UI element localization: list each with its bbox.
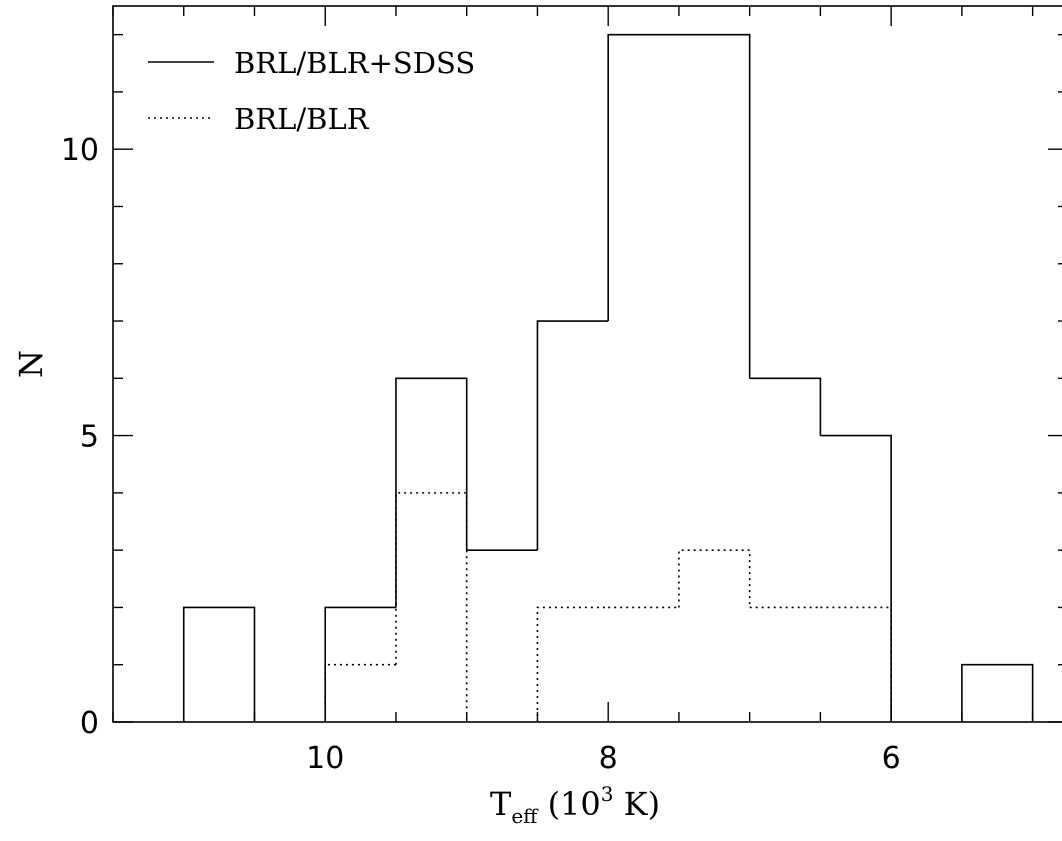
series-brl-blr-sdss	[182, 33, 1034, 722]
x-axis-label-base: T	[490, 785, 512, 823]
histogram-bin	[182, 606, 256, 722]
x-tick-label-10: 10	[306, 741, 344, 776]
histogram-bin	[820, 434, 892, 722]
histogram-series	[182, 33, 1034, 722]
axis-ticks: 10 8 6 0 5 10	[61, 6, 1062, 776]
y-tick-label-10: 10	[61, 133, 99, 168]
histogram-bin	[678, 549, 751, 608]
plot-border	[112, 5, 1062, 723]
axis-labels: N Teff (103 K)	[12, 350, 660, 828]
legend: BRL/BLR+SDSS BRL/BLR	[148, 46, 475, 136]
histogram-bin	[395, 377, 468, 608]
x-axis-label-unit-close: K)	[614, 785, 661, 823]
histogram-bin	[749, 377, 822, 436]
x-axis-label-subscript: eff	[511, 804, 539, 828]
histogram-bin	[395, 492, 468, 722]
y-tick-label-5: 5	[80, 420, 99, 455]
legend-label-brl-blr-sdss: BRL/BLR+SDSS	[234, 46, 475, 80]
histogram-bin	[324, 663, 396, 722]
x-tick-label-6: 6	[882, 741, 901, 776]
series-brl-blr	[324, 492, 892, 722]
histogram-bin	[961, 663, 1034, 722]
histogram-bin	[536, 320, 609, 551]
x-axis-label-unit: (10	[537, 785, 600, 823]
y-tick-label-0: 0	[80, 706, 99, 741]
legend-label-brl-blr: BRL/BLR	[234, 102, 370, 136]
histogram-bin	[678, 33, 751, 379]
y-axis-label: N	[12, 350, 50, 378]
histogram-bin	[324, 606, 396, 722]
x-tick-label-8: 8	[599, 741, 618, 776]
histogram-bin	[607, 33, 679, 322]
histogram-bin	[536, 606, 609, 722]
x-axis-label-superscript: 3	[601, 782, 614, 806]
plot-frame	[112, 5, 1062, 723]
histogram-bin	[820, 606, 892, 722]
x-axis-label: Teff (103 K)	[490, 782, 660, 828]
